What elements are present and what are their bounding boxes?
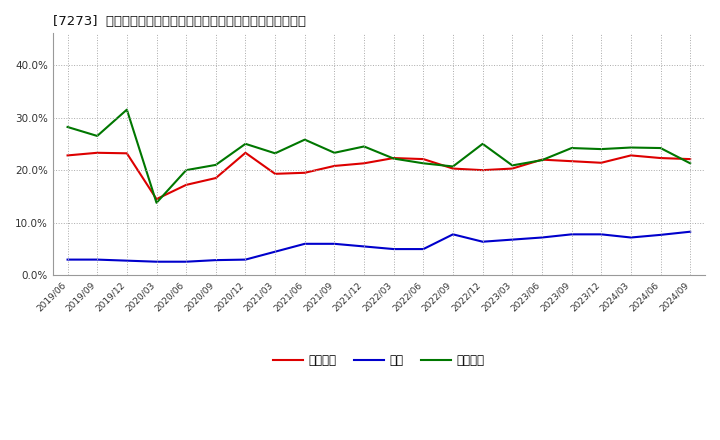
売上債権 xyxy=(419,157,428,162)
買入債務 xyxy=(63,125,72,130)
在庫 xyxy=(686,229,695,235)
買入債務 xyxy=(508,163,517,168)
在庫 xyxy=(478,239,487,244)
買入債務 xyxy=(686,161,695,166)
在庫 xyxy=(122,258,131,263)
在庫 xyxy=(626,235,635,240)
売上債権 xyxy=(271,171,279,176)
買入債務 xyxy=(360,144,369,149)
在庫 xyxy=(271,249,279,254)
売上債権 xyxy=(300,170,309,176)
買入債務 xyxy=(478,141,487,147)
売上債権 xyxy=(212,176,220,181)
買入債務 xyxy=(626,145,635,150)
売上債権 xyxy=(330,163,338,169)
買入債務 xyxy=(93,133,102,139)
在庫 xyxy=(212,257,220,263)
買入債務 xyxy=(212,162,220,168)
買入債務 xyxy=(567,145,576,150)
買入債務 xyxy=(152,200,161,205)
売上債権 xyxy=(390,155,398,161)
在庫 xyxy=(597,232,606,237)
在庫 xyxy=(508,237,517,242)
在庫 xyxy=(538,235,546,240)
在庫 xyxy=(449,232,457,237)
在庫 xyxy=(241,257,250,262)
在庫 xyxy=(360,244,369,249)
売上債権 xyxy=(567,158,576,164)
Text: [7273]  売上債権、在庫、買入債務の総資産に対する比率の推移: [7273] 売上債権、在庫、買入債務の総資産に対する比率の推移 xyxy=(53,15,306,28)
在庫 xyxy=(330,241,338,246)
売上債権 xyxy=(122,150,131,156)
在庫 xyxy=(63,257,72,262)
買入債務 xyxy=(330,150,338,155)
Line: 売上債権: 売上債権 xyxy=(68,153,690,199)
在庫 xyxy=(300,241,309,246)
売上債権 xyxy=(360,161,369,166)
売上債権 xyxy=(152,196,161,202)
在庫 xyxy=(656,232,665,238)
売上債権 xyxy=(597,160,606,165)
売上債権 xyxy=(686,157,695,162)
在庫 xyxy=(567,232,576,237)
買入債務 xyxy=(390,156,398,161)
売上債権 xyxy=(449,166,457,171)
売上債権 xyxy=(538,157,546,162)
Legend: 売上債権, 在庫, 買入債務: 売上債権, 在庫, 買入債務 xyxy=(269,349,490,371)
売上債権 xyxy=(478,168,487,173)
買入債務 xyxy=(656,145,665,150)
売上債権 xyxy=(241,150,250,155)
売上債権 xyxy=(626,153,635,158)
買入債務 xyxy=(538,158,546,163)
在庫 xyxy=(182,259,191,264)
買入債務 xyxy=(300,137,309,142)
買入債務 xyxy=(449,164,457,169)
売上債権 xyxy=(182,182,191,187)
売上債権 xyxy=(656,155,665,161)
在庫 xyxy=(390,246,398,252)
買入債務 xyxy=(597,147,606,152)
在庫 xyxy=(152,259,161,264)
買入債務 xyxy=(182,168,191,173)
買入債務 xyxy=(241,141,250,147)
在庫 xyxy=(419,246,428,252)
Line: 買入債務: 買入債務 xyxy=(68,110,690,203)
買入債務 xyxy=(271,150,279,156)
買入債務 xyxy=(122,107,131,112)
在庫 xyxy=(93,257,102,262)
売上債権 xyxy=(93,150,102,155)
売上債権 xyxy=(508,166,517,171)
買入債務 xyxy=(419,161,428,166)
売上債権 xyxy=(63,153,72,158)
Line: 在庫: 在庫 xyxy=(68,232,690,262)
